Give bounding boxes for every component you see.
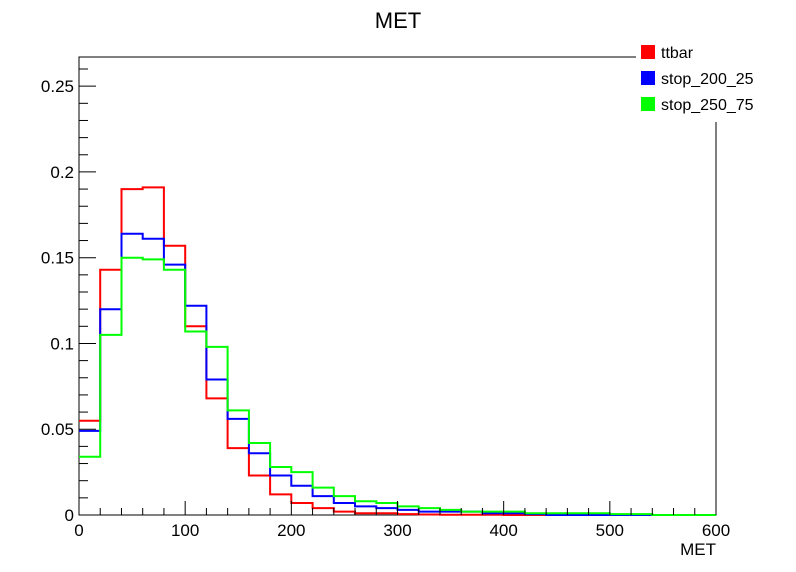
y-tick-label: 0.2 xyxy=(50,163,74,182)
x-tick-label: 100 xyxy=(171,521,199,540)
y-tick-label: 0.05 xyxy=(41,420,74,439)
x-tick-label: 500 xyxy=(596,521,624,540)
legend-swatch xyxy=(641,45,655,59)
legend-swatch xyxy=(641,97,655,111)
legend-swatch xyxy=(641,71,655,85)
legend-label: ttbar xyxy=(661,45,694,62)
chart-title: MET xyxy=(375,8,421,33)
x-tick-label: 600 xyxy=(702,521,730,540)
y-tick-label: 0 xyxy=(65,506,74,525)
y-tick-label: 0.1 xyxy=(50,334,74,353)
legend-label: stop_200_25 xyxy=(661,71,754,88)
y-tick-label: 0.15 xyxy=(41,249,74,268)
axis-layer: 0 100 200 300 400 500 600 0 0.05 0.1 0.15 0.2 0.25 xyxy=(41,68,730,540)
x-tick-label: 200 xyxy=(277,521,305,540)
x-tick-label: 0 xyxy=(74,521,83,540)
y-tick-label: 0.25 xyxy=(41,77,74,96)
legend-label: stop_250_75 xyxy=(661,97,754,114)
x-axis-label: MET xyxy=(680,540,716,559)
x-tick-label: 400 xyxy=(489,521,517,540)
x-tick-label: 300 xyxy=(383,521,411,540)
legend: ttbar stop_200_25 stop_250_75 xyxy=(636,38,754,122)
series-line-stop_250_75 xyxy=(79,256,716,516)
